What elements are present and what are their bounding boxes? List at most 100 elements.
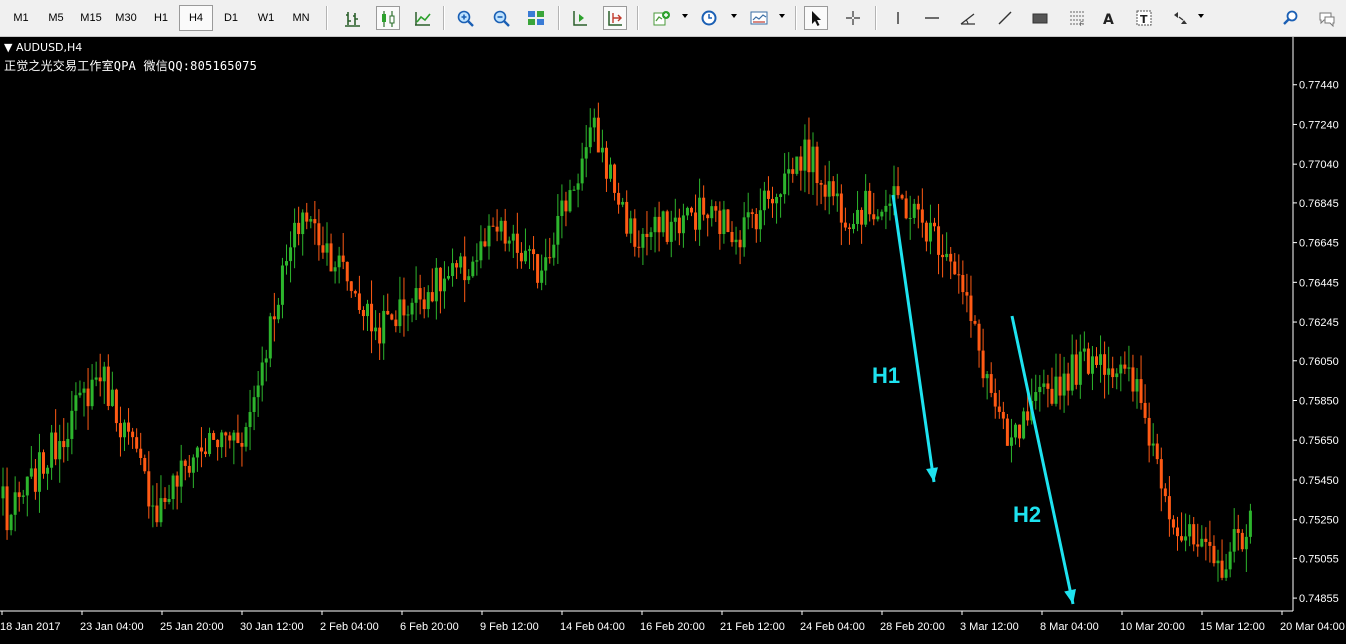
- candle-body: [1018, 424, 1022, 439]
- candlestick-chart-button[interactable]: [376, 6, 400, 30]
- text-label-button[interactable]: A: [1096, 6, 1120, 30]
- candle-body: [66, 438, 70, 448]
- candle-body: [1082, 348, 1086, 352]
- timeframe-m30-button[interactable]: M30: [115, 12, 137, 24]
- candle-body: [90, 379, 94, 407]
- candle-body: [297, 222, 301, 235]
- dropdown-arrow-icon[interactable]: [731, 14, 737, 18]
- candle-body: [1131, 367, 1135, 392]
- timeframe-m15-button[interactable]: M15: [80, 12, 102, 24]
- candle-body: [649, 232, 653, 237]
- candle-body: [928, 222, 932, 242]
- candle-body: [390, 314, 394, 320]
- timeframe-d1-button[interactable]: D1: [223, 12, 239, 24]
- zoom-in-button[interactable]: [453, 6, 477, 30]
- candle-body: [78, 392, 82, 396]
- candle-body: [665, 211, 669, 242]
- candle-body: [1208, 541, 1212, 546]
- candle-body: [29, 468, 33, 477]
- timeframe-w1-button[interactable]: W1: [257, 12, 275, 24]
- periods-clock-button[interactable]: [697, 6, 721, 30]
- search-button[interactable]: [1278, 6, 1302, 30]
- zoom-out-button[interactable]: [489, 6, 513, 30]
- line-chart-button[interactable]: [410, 6, 434, 30]
- candle-body: [924, 222, 928, 242]
- candle-body: [499, 220, 503, 232]
- price-tick-label: 0.76050: [1299, 356, 1339, 368]
- timeframe-h4-button[interactable]: H4: [179, 5, 213, 31]
- candle-body: [463, 256, 467, 281]
- candle-body: [1095, 356, 1098, 365]
- timeframe-m5-button[interactable]: M5: [48, 12, 64, 24]
- candle-body: [811, 146, 815, 173]
- cursor-arrow-button[interactable]: [804, 6, 828, 30]
- candle-body: [503, 220, 507, 244]
- candle-body: [357, 293, 361, 310]
- candle-body: [1090, 356, 1094, 374]
- candle-body: [406, 314, 410, 316]
- candle-body: [985, 374, 989, 379]
- candle-body: [256, 385, 260, 398]
- candle-body: [528, 249, 531, 251]
- candle-body: [576, 183, 580, 190]
- candle-body: [633, 218, 637, 247]
- chat-button[interactable]: [1315, 6, 1339, 30]
- candle-body: [147, 471, 151, 507]
- dropdown-arrow-icon[interactable]: [1198, 14, 1204, 18]
- candle-body: [880, 211, 884, 217]
- candle-body: [139, 448, 143, 458]
- candle-body: [945, 253, 949, 258]
- candle-body: [264, 358, 268, 363]
- timeframe-h1-button[interactable]: H1: [153, 12, 169, 24]
- candle-body: [1038, 386, 1042, 393]
- price-chart[interactable]: 0.77440 0.77240 0.77040 0.76845 0.76645 0.764…: [0, 37, 1346, 644]
- candle-body: [447, 276, 450, 279]
- fibonacci-button[interactable]: F: [1065, 6, 1089, 30]
- candle-body: [118, 423, 122, 438]
- svg-text:T: T: [1140, 13, 1148, 26]
- dropdown-arrow-icon[interactable]: [779, 14, 785, 18]
- tile-windows-button[interactable]: [524, 6, 548, 30]
- candle-body: [1240, 532, 1244, 550]
- arrows-button[interactable]: [1168, 6, 1192, 30]
- autoscroll-button[interactable]: [603, 6, 627, 30]
- candle-body: [734, 239, 738, 243]
- candle-body: [900, 195, 904, 199]
- candle-body: [5, 486, 9, 531]
- candle-body: [981, 350, 985, 379]
- chart-menu-triangle-icon[interactable]: ▼: [4, 41, 13, 54]
- chart-shift-button[interactable]: [568, 6, 592, 30]
- crosshair-button[interactable]: [841, 6, 865, 30]
- trendline-button[interactable]: [993, 6, 1017, 30]
- horizontal-line-button[interactable]: [920, 6, 944, 30]
- candle-body: [803, 139, 807, 171]
- candle-body: [1139, 379, 1143, 403]
- bar-chart-button[interactable]: [340, 6, 364, 30]
- timeframe-m1-button[interactable]: M1: [13, 12, 29, 24]
- candle-body: [523, 250, 527, 262]
- candle-body: [540, 270, 544, 283]
- candle-body: [426, 292, 430, 310]
- candle-body: [961, 275, 965, 293]
- toolbar-separator: [637, 6, 639, 30]
- dropdown-arrow-icon[interactable]: [682, 14, 688, 18]
- time-tick-label: 24 Feb 04:00: [800, 621, 865, 633]
- candle-body: [892, 186, 896, 204]
- candle-body: [617, 192, 621, 205]
- candle-body: [1123, 364, 1127, 369]
- price-tick-label: 0.75650: [1299, 435, 1339, 447]
- toolbar-separator: [326, 6, 328, 30]
- autoscroll-icon: [608, 11, 622, 26]
- text-box-button[interactable]: T: [1132, 6, 1156, 30]
- candle-body: [969, 295, 973, 322]
- candle-body: [637, 246, 641, 248]
- chart-window[interactable]: 0.77440 0.77240 0.77040 0.76845 0.76645 0.764…: [0, 37, 1346, 644]
- h1-label: H1: [872, 363, 900, 388]
- vertical-line-button[interactable]: [886, 6, 910, 30]
- indicators-button[interactable]: [649, 6, 673, 30]
- timeframe-mn-button[interactable]: MN: [292, 12, 310, 24]
- candle-body: [1078, 351, 1082, 385]
- templates-button[interactable]: [747, 6, 771, 30]
- angle-trendline-button[interactable]: [956, 6, 980, 30]
- rectangle-button[interactable]: [1028, 6, 1052, 30]
